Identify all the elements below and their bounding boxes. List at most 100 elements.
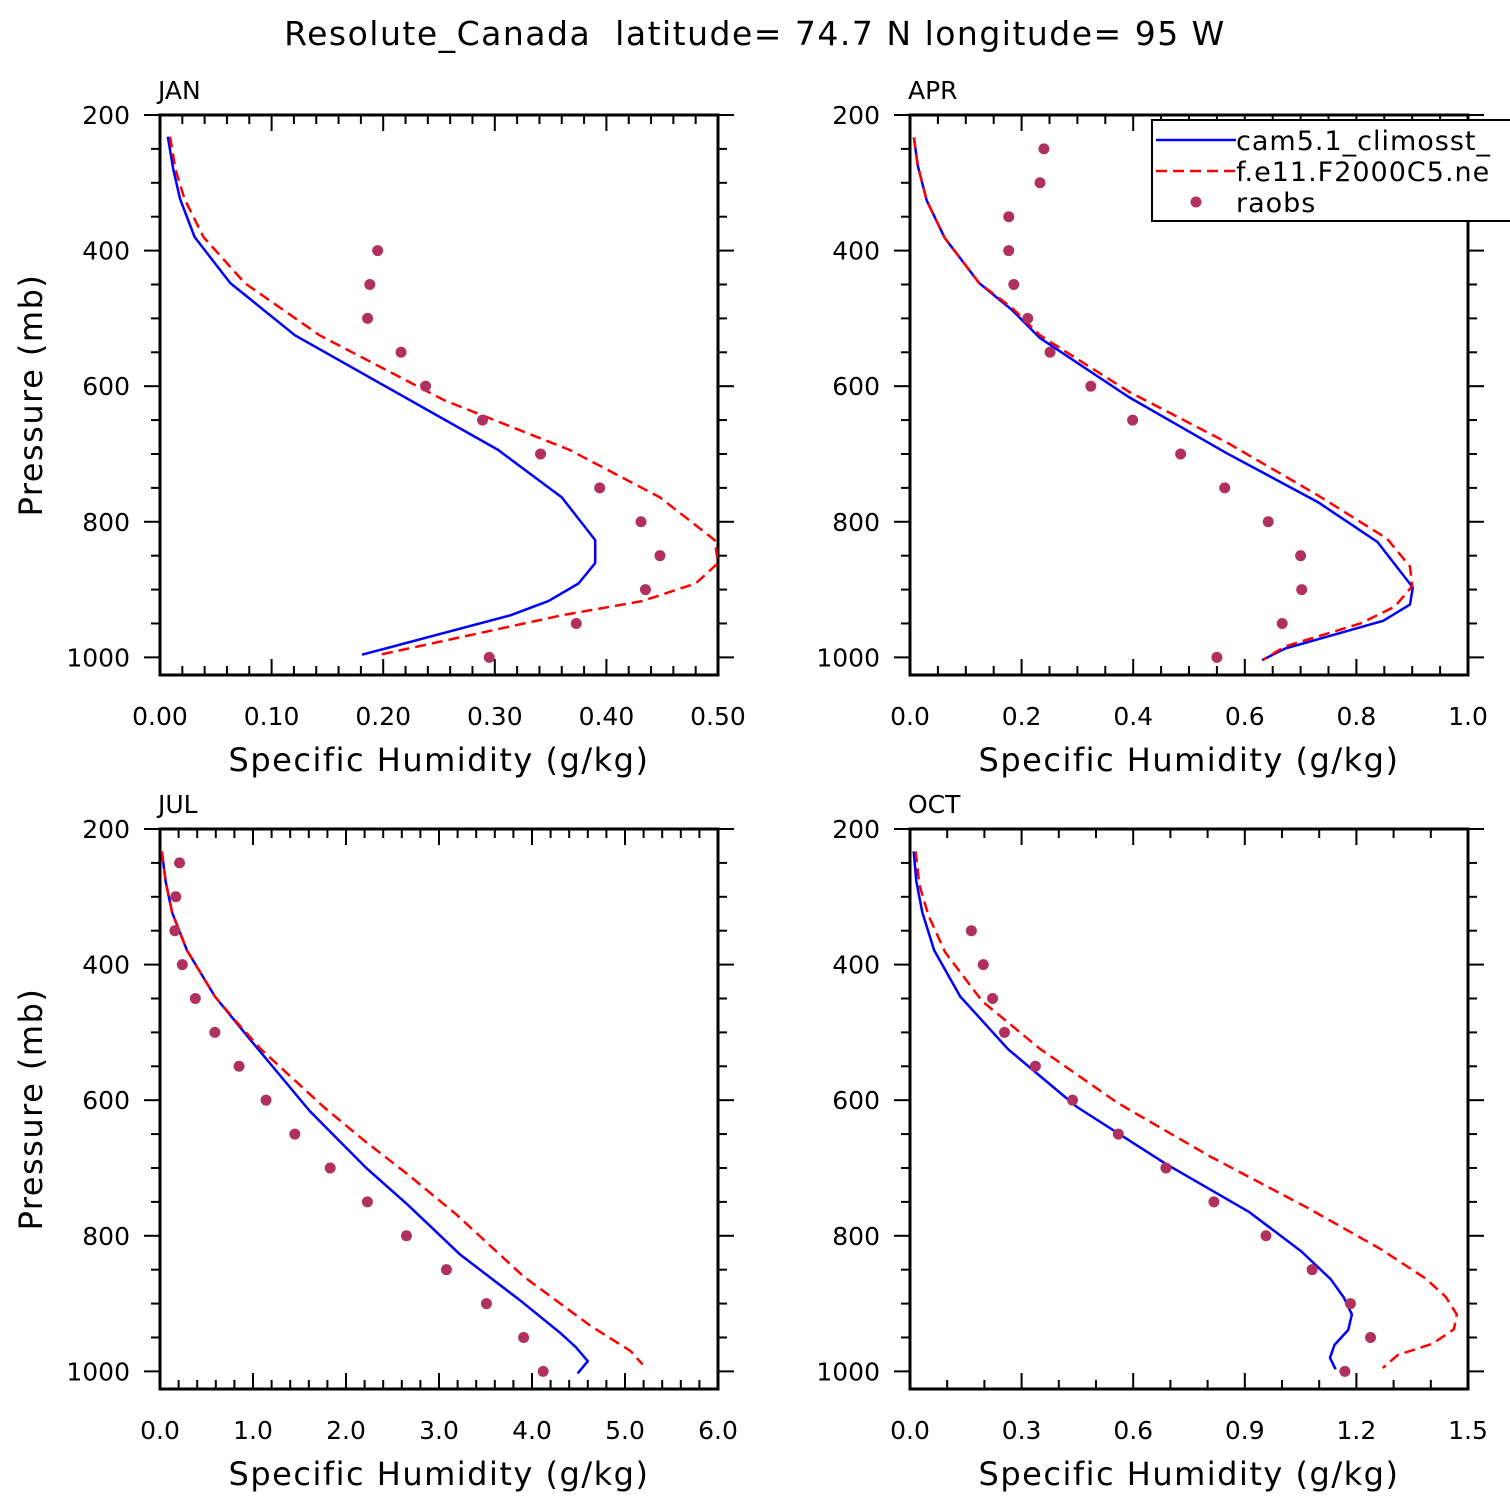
series-line-f-e11 xyxy=(168,136,718,656)
x-axis-title: Specific Humidity (g/kg) xyxy=(979,1455,1400,1493)
raobs-point xyxy=(324,1162,336,1174)
panel-jan: JAN 0.00 0.10 0.20 0.30 0.40 0.50 200 400 600 800 1… xyxy=(12,76,746,779)
y-tick-label: 800 xyxy=(832,1222,880,1251)
y-tick-label: 200 xyxy=(82,101,130,130)
raobs-point xyxy=(1085,380,1097,392)
raobs-point xyxy=(1003,245,1015,257)
panel-oct: OCT 0.0 0.3 0.6 0.9 1.2 1.5 200 400 600 800 1000 Spe… xyxy=(816,790,1488,1493)
series-group xyxy=(166,136,718,663)
raobs-point xyxy=(1038,143,1050,155)
y-tick-label: 1000 xyxy=(816,643,880,672)
raobs-point xyxy=(1034,177,1046,189)
y-tick-label: 800 xyxy=(82,508,130,537)
panel-jul: JUL 0.0 1.0 2.0 3.0 4.0 5.0 6.0 200 400 600 800 1000… xyxy=(12,790,738,1493)
raobs-point xyxy=(372,245,384,257)
y-tick-label: 600 xyxy=(832,1086,880,1115)
y-tick-label: 400 xyxy=(832,951,880,980)
x-axis-title: Specific Humidity (g/kg) xyxy=(229,1455,650,1493)
raobs-point xyxy=(1365,1331,1377,1343)
series-line-f-e11 xyxy=(160,851,644,1366)
x-tick-label: 0.00 xyxy=(132,702,188,731)
y-tick-label: 600 xyxy=(82,1086,130,1115)
raobs-point xyxy=(1260,1230,1272,1242)
x-tick-label: 0.0 xyxy=(890,1416,930,1445)
raobs-point xyxy=(362,312,374,324)
series-line-f-e11 xyxy=(912,137,1414,661)
y-tick-label: 1000 xyxy=(816,1357,880,1386)
x-tick-label: 0.0 xyxy=(140,1416,180,1445)
x-tick-label: 5.0 xyxy=(605,1416,645,1445)
raobs-point xyxy=(1211,651,1223,663)
series-group xyxy=(160,851,644,1377)
y-tick-label: 400 xyxy=(82,951,130,980)
raobs-point xyxy=(537,1365,549,1377)
x-tick-label: 0.3 xyxy=(1002,1416,1042,1445)
raobs-point xyxy=(1344,1298,1356,1310)
x-tick-label: 1.0 xyxy=(233,1416,273,1445)
raobs-point xyxy=(1008,278,1020,290)
x-tick-label: 0.20 xyxy=(355,702,411,731)
raobs-point xyxy=(535,448,547,460)
x-tick-label: 1.0 xyxy=(1448,702,1488,731)
y-tick-label: 200 xyxy=(82,815,130,844)
raobs-point xyxy=(977,959,989,971)
raobs-point xyxy=(1160,1162,1172,1174)
x-tick-label: 3.0 xyxy=(419,1416,459,1445)
series-line-cam5 xyxy=(160,851,590,1375)
series-group xyxy=(912,137,1415,663)
legend-label: f.e11.F2000C5.ne xyxy=(1236,157,1490,188)
y-tick-label: 200 xyxy=(832,101,880,130)
raobs-point xyxy=(169,925,181,937)
y-axis-title: Pressure (mb) xyxy=(12,988,50,1231)
x-tick-label: 0.30 xyxy=(467,702,523,731)
x-tick-label: 0.4 xyxy=(1113,702,1153,731)
panel-label: JUL xyxy=(156,790,198,819)
plot-frame xyxy=(908,827,1470,1391)
x-tick-label: 0.9 xyxy=(1225,1416,1265,1445)
raobs-point xyxy=(570,617,582,629)
raobs-point xyxy=(1306,1264,1318,1276)
y-tick-label: 800 xyxy=(82,1222,130,1251)
x-tick-label: 2.0 xyxy=(326,1416,366,1445)
chart-title: Resolute_Canada latitude= 74.7 N longitu… xyxy=(284,14,1226,53)
plot-frame xyxy=(908,113,1470,677)
raobs-point xyxy=(233,1060,245,1072)
x-tick-label: 1.5 xyxy=(1448,1416,1488,1445)
x-tick-label: 0.10 xyxy=(244,702,300,731)
raobs-point xyxy=(518,1331,530,1343)
raobs-point xyxy=(1262,516,1274,528)
raobs-point xyxy=(1127,414,1139,426)
raobs-point xyxy=(965,925,977,937)
x-tick-label: 0.6 xyxy=(1225,702,1265,731)
x-axis-title: Specific Humidity (g/kg) xyxy=(979,741,1400,779)
legend-marker-raobs xyxy=(1190,196,1202,208)
raobs-point xyxy=(477,414,489,426)
raobs-point xyxy=(176,959,188,971)
x-tick-label: 1.2 xyxy=(1337,1416,1377,1445)
raobs-point xyxy=(1276,617,1288,629)
raobs-point xyxy=(260,1094,272,1106)
raobs-point xyxy=(289,1128,301,1140)
plot-frame xyxy=(158,827,720,1391)
raobs-point xyxy=(1067,1094,1079,1106)
raobs-point xyxy=(1022,312,1034,324)
x-axis-title: Specific Humidity (g/kg) xyxy=(229,741,650,779)
raobs-point xyxy=(654,550,666,562)
legend-label: cam5.1_climosst_ xyxy=(1236,126,1491,157)
series-line-cam5 xyxy=(912,851,1354,1370)
raobs-point xyxy=(395,346,407,358)
raobs-point xyxy=(1112,1128,1124,1140)
y-tick-label: 800 xyxy=(832,508,880,537)
series-line-f-e11 xyxy=(914,851,1459,1369)
raobs-point xyxy=(361,1196,373,1208)
raobs-point xyxy=(1295,550,1307,562)
y-tick-label: 400 xyxy=(82,237,130,266)
raobs-point xyxy=(1296,584,1308,596)
raobs-point xyxy=(1175,448,1187,460)
x-tick-label: 4.0 xyxy=(512,1416,552,1445)
raobs-point xyxy=(1003,211,1015,223)
panel-label: JAN xyxy=(156,76,201,105)
y-tick-label: 400 xyxy=(832,237,880,266)
